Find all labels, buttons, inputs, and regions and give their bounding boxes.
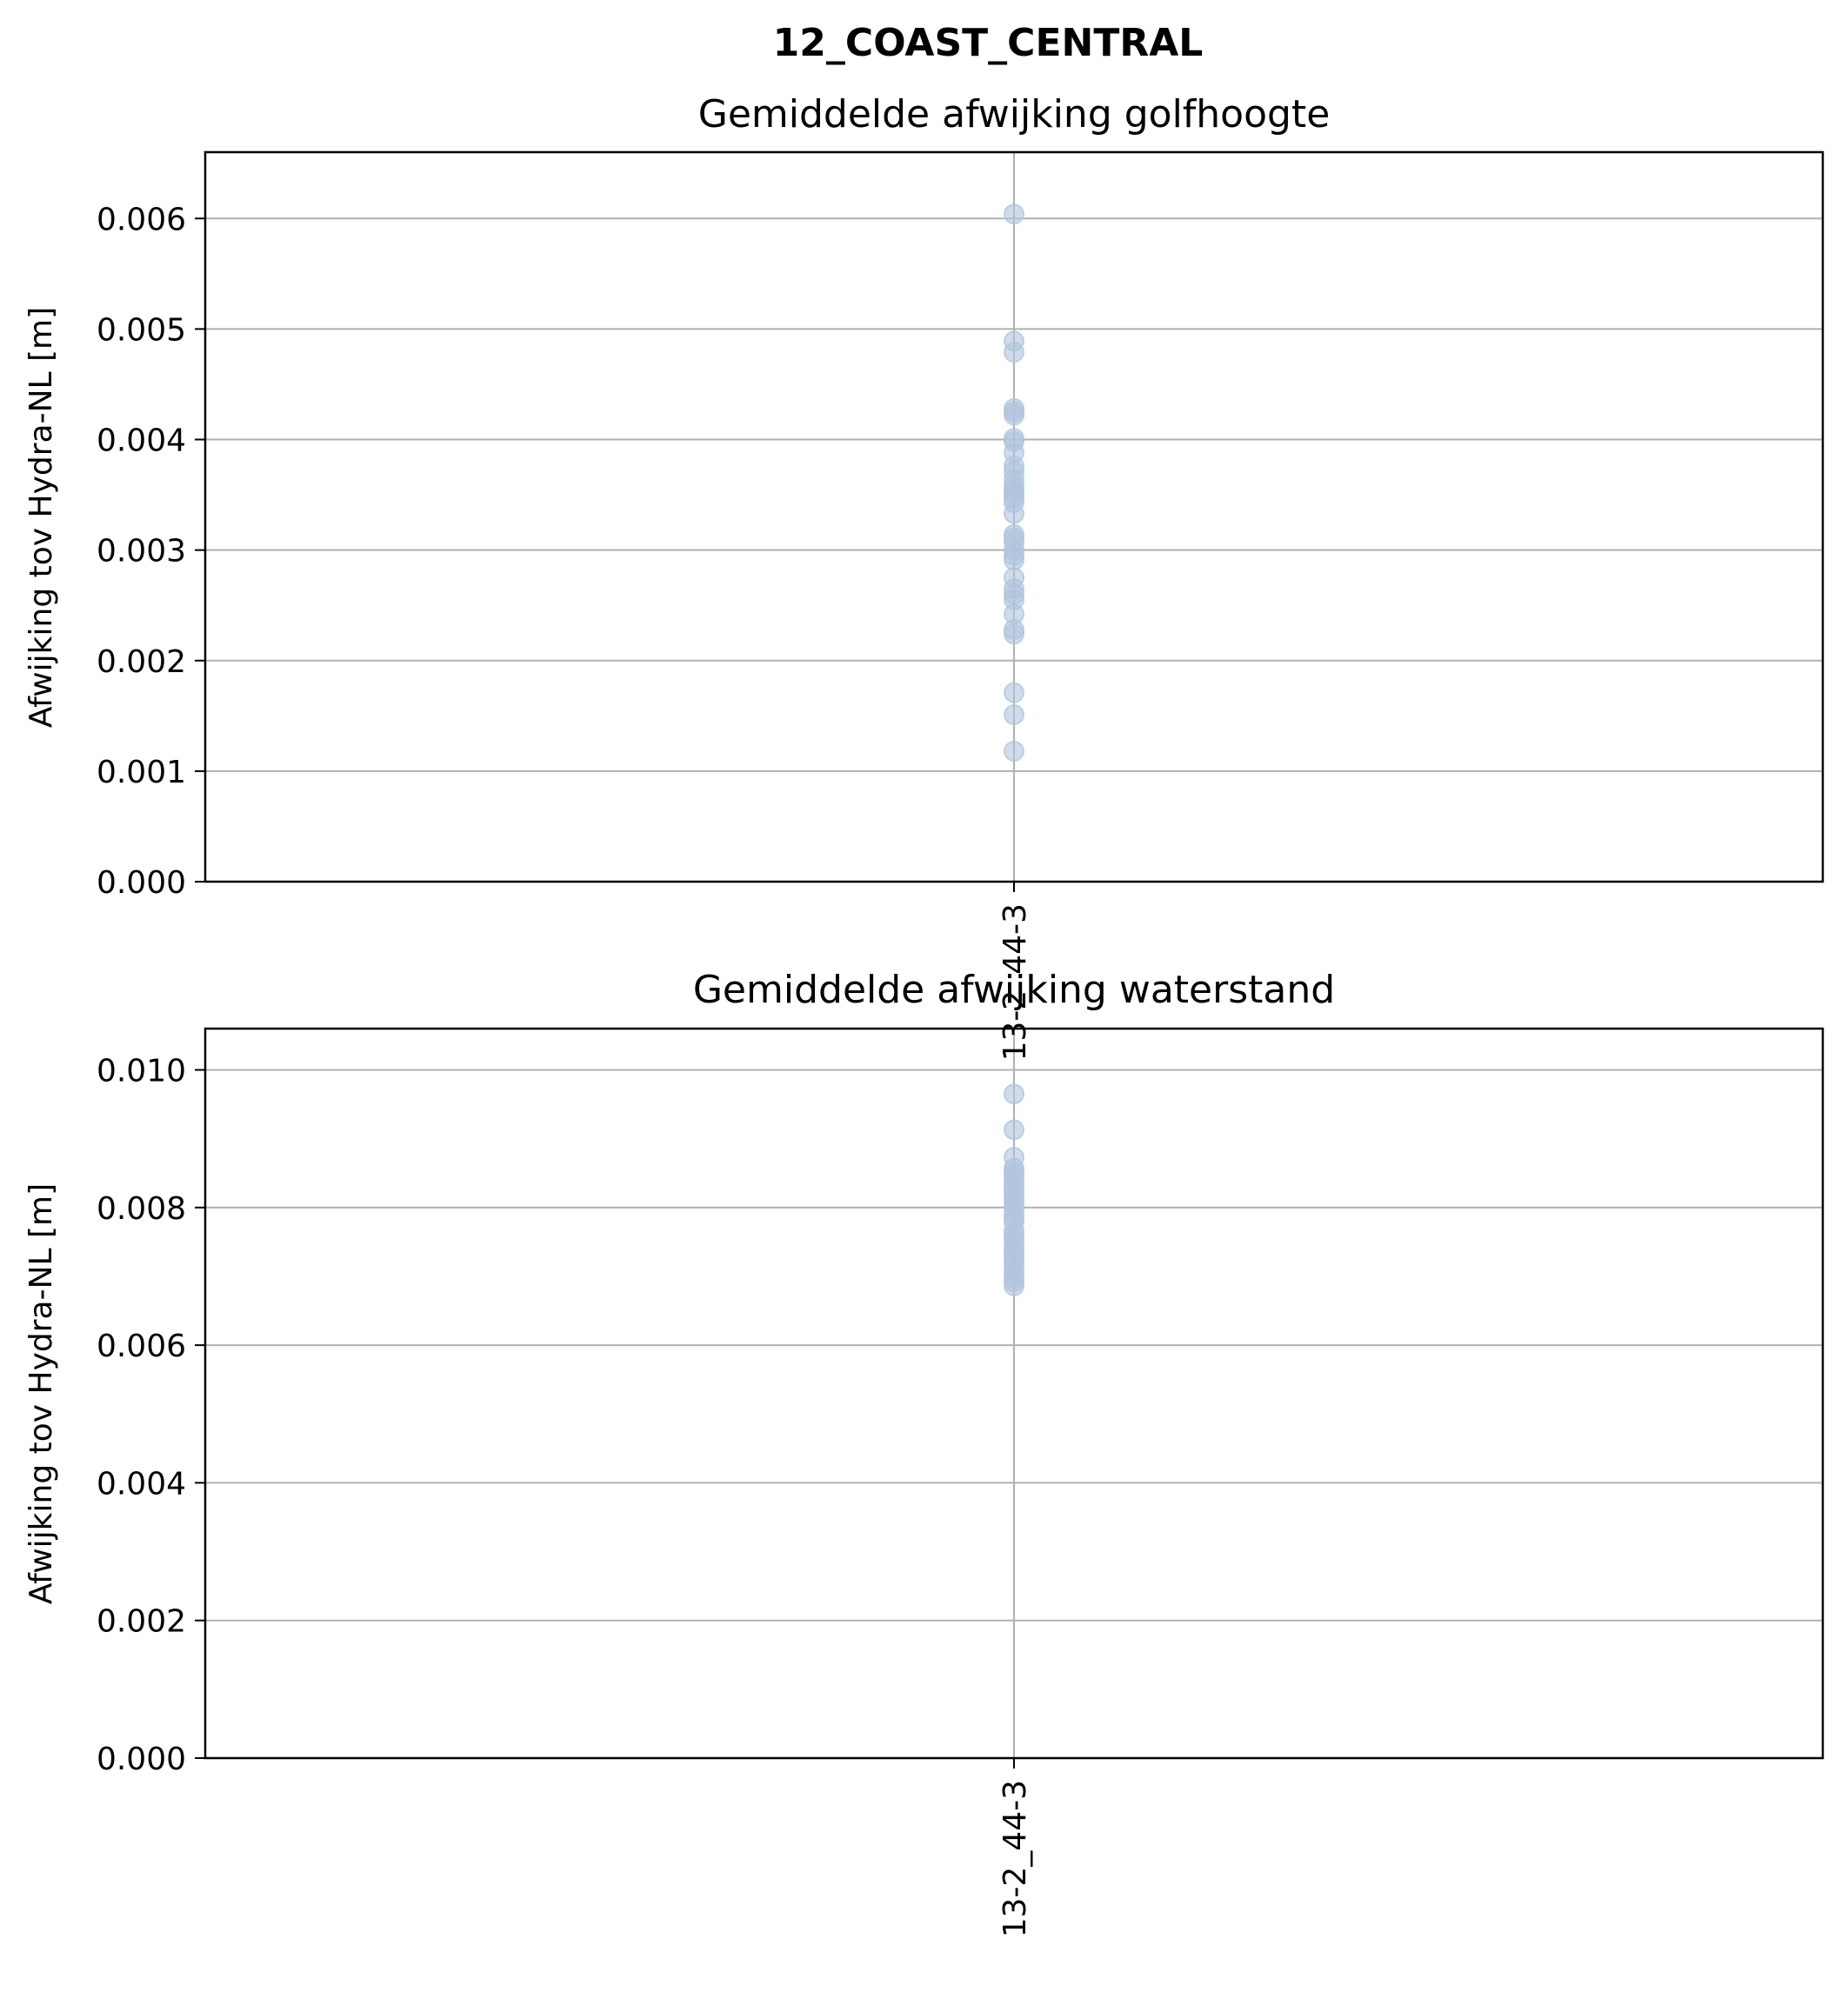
- y-tick-label: 0.003: [97, 534, 186, 570]
- data-point: [1004, 503, 1024, 524]
- data-points: [1004, 203, 1024, 762]
- x-tick-labels: 13-2_44-3: [997, 903, 1033, 1061]
- data-points: [1004, 1083, 1024, 1297]
- x-tick-labels: 13-2_44-3: [997, 1780, 1033, 1937]
- y-tick-label: 0.002: [97, 1604, 186, 1640]
- data-point: [1004, 342, 1024, 363]
- data-point: [1004, 404, 1024, 426]
- panel-title: Gemiddelde afwijking golfhoogte: [698, 92, 1331, 137]
- y-tick-label: 0.002: [97, 644, 186, 680]
- y-tick-label: 0.000: [97, 1742, 186, 1777]
- y-axis-ticks: 0.000 0.001 0.002 0.003 0.004 0.005 0.006: [97, 202, 205, 901]
- y-tick-label: 0.005: [97, 312, 186, 348]
- y-tick-label: 0.000: [97, 865, 186, 901]
- y-tick-label: 0.010: [97, 1053, 186, 1089]
- panel-waterstand: 0.000 0.002 0.004 0.006 0.008 0.010 Afwijking…: [23, 1027, 1825, 1777]
- y-tick-label: 0.004: [97, 423, 186, 459]
- data-point: [1004, 740, 1024, 762]
- y-tick-label: 0.008: [97, 1191, 186, 1227]
- data-point: [1004, 550, 1024, 571]
- y-tick-label: 0.001: [97, 755, 186, 790]
- data-point: [1004, 1119, 1024, 1141]
- data-point: [1004, 1083, 1024, 1105]
- panel-golfhoogte: Gemiddelde afwijking golfhoogte 0.0000.0…: [23, 92, 1825, 901]
- figure-title: 12_COAST_CENTRAL: [773, 21, 1204, 65]
- y-axis-ticks: 0.000 0.002 0.004 0.006 0.008 0.010: [97, 1053, 205, 1777]
- data-point: [1004, 623, 1024, 645]
- y-tick-label: 0.006: [97, 1329, 186, 1364]
- y-tick-label: 0.006: [97, 202, 186, 237]
- y-axis-label: Afwijking tov Hydra-NL [m]: [23, 1183, 59, 1604]
- data-point: [1004, 704, 1024, 726]
- data-point: [1004, 1276, 1024, 1297]
- y-tick-label: 0.004: [97, 1466, 186, 1502]
- x-tick-label: 13-2_44-3: [997, 903, 1033, 1061]
- data-point: [1004, 203, 1024, 225]
- data-point: [1004, 682, 1024, 703]
- x-tick-label: 13-2_44-3: [997, 1780, 1033, 1937]
- y-axis-label: Afwijking tov Hydra-NL [m]: [23, 307, 59, 728]
- panel-title: Gemiddelde afwijking waterstand: [693, 968, 1335, 1012]
